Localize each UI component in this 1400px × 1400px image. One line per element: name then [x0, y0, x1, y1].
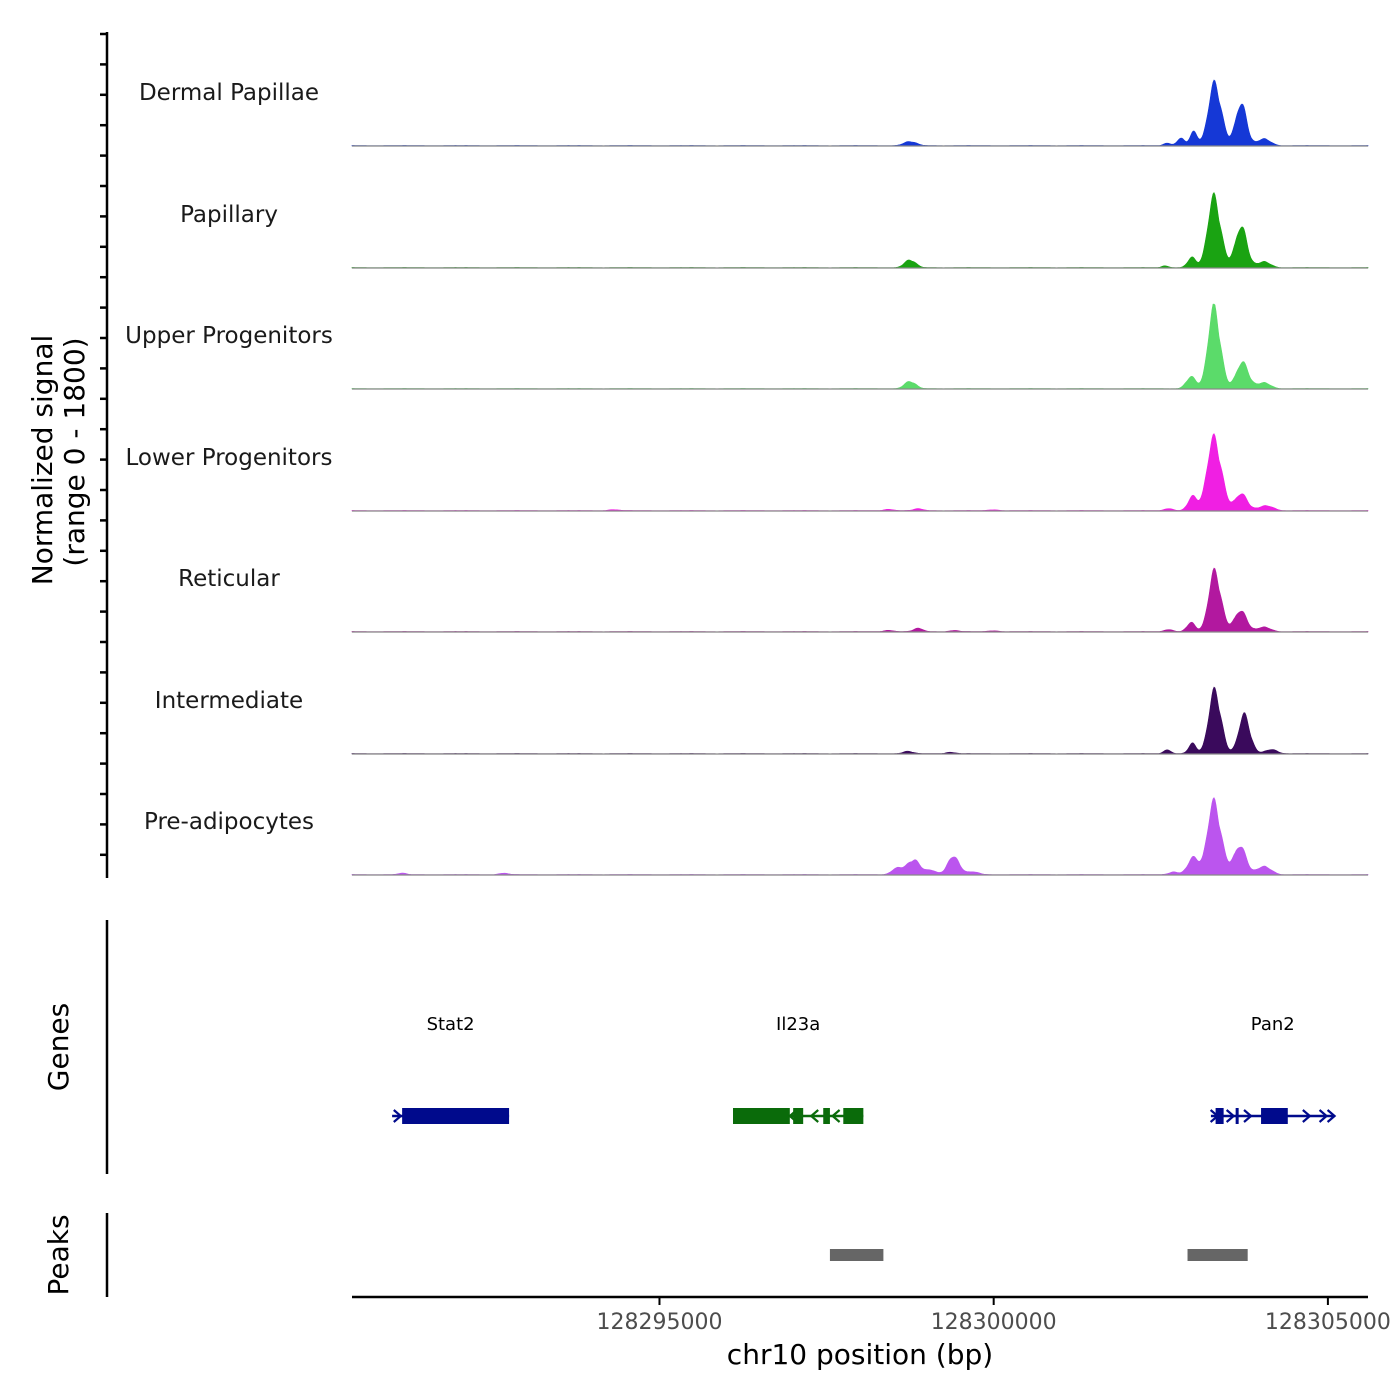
gene-strand-arrow [393, 1109, 403, 1123]
signal-y-axis [100, 32, 109, 878]
y-axis-label-line2: (range 0 - 1800) [58, 337, 91, 566]
genes-panel: Genes Stat2 Il23a Pan2 [42, 920, 1337, 1174]
x-tick-label: 128295000 [596, 1310, 722, 1335]
gene-exon [733, 1108, 790, 1124]
gene-exon [843, 1108, 864, 1124]
gene-strand-arrow [1209, 1109, 1220, 1123]
x-tick-label: 128300000 [931, 1310, 1057, 1335]
gene-exon [1235, 1108, 1239, 1124]
gene-strand-arrow [809, 1109, 819, 1123]
peak-region [829, 1249, 884, 1261]
gene-exon [1215, 1108, 1224, 1124]
track-signal-area [351, 303, 1369, 390]
track-label: Papillary [180, 202, 278, 228]
track-signal-area [351, 433, 1369, 512]
gene-strand-arrow [1318, 1109, 1329, 1123]
track-upper-progenitors: Upper Progenitors [125, 303, 1369, 390]
gene-strand-arrow [1243, 1109, 1253, 1123]
track-label: Pre-adipocytes [144, 809, 314, 835]
track-reticular: Reticular [178, 566, 1369, 633]
peak-region [1187, 1249, 1248, 1261]
gene-exon [1261, 1108, 1288, 1124]
gene-stat2: Stat2 [392, 1014, 510, 1124]
x-axis: 128295000 128300000 128305000 [352, 1295, 1391, 1335]
gene-strand-arrow [1326, 1109, 1337, 1123]
track-signal-area [351, 797, 1369, 876]
track-label: Lower Progenitors [126, 445, 333, 471]
x-tick-label: 128305000 [1265, 1310, 1391, 1335]
genes-axis-label: Genes [42, 1003, 75, 1091]
gene-strand-arrow [1225, 1109, 1236, 1123]
track-papillary: Papillary [180, 192, 1369, 269]
y-axis-label-line1: Normalized signal [26, 335, 59, 586]
gene-strand-arrow [830, 1109, 841, 1123]
gene-exon [793, 1108, 804, 1124]
gene-exon [402, 1108, 510, 1124]
gene-exon [823, 1108, 830, 1124]
track-label: Dermal Papillae [139, 80, 319, 106]
gene-strand-arrow [788, 1109, 798, 1123]
track-signal-area [351, 192, 1369, 269]
track-label: Upper Progenitors [125, 323, 333, 349]
gene-name-label: Stat2 [427, 1014, 475, 1035]
track-signal-area [351, 79, 1369, 147]
track-dermal-papillae: Dermal Papillae [139, 79, 1369, 147]
track-label: Intermediate [155, 688, 303, 714]
track-label: Reticular [178, 566, 280, 592]
x-axis-title: chr10 position (bp) [727, 1338, 993, 1371]
gene-name-label: Il23a [776, 1014, 820, 1035]
gene-il23a: Il23a [733, 1014, 864, 1124]
track-signal-area [351, 567, 1369, 633]
track-lower-progenitors: Lower Progenitors [126, 433, 1369, 512]
track-intermediate: Intermediate [155, 686, 1369, 755]
gene-pan2: Pan2 [1209, 1014, 1337, 1124]
gene-strand-arrow [1302, 1109, 1312, 1123]
gene-name-label: Pan2 [1251, 1014, 1295, 1035]
peaks-panel: Peaks [42, 1213, 1248, 1297]
coverage-tracks: Dermal Papillae Papillary Upper Progenitor… [125, 79, 1369, 876]
track-signal-area [351, 686, 1369, 755]
track-pre-adipocytes: Pre-adipocytes [144, 797, 1369, 876]
peaks-axis-label: Peaks [42, 1214, 75, 1295]
